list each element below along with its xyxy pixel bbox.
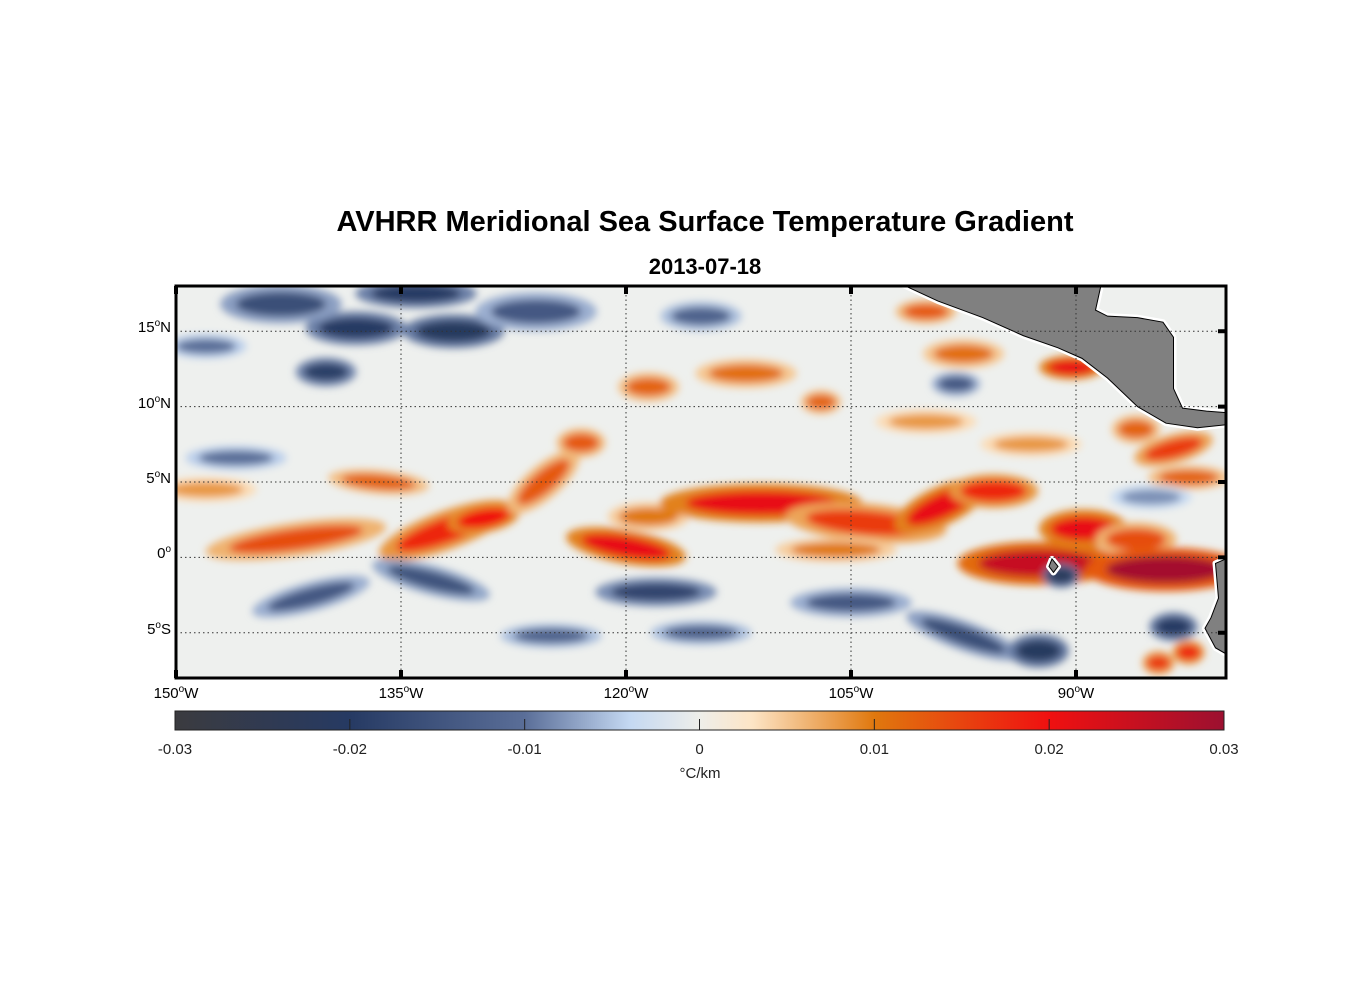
y-tick-label: 0o: [157, 544, 171, 563]
colorbar-label: °C/km: [679, 765, 721, 782]
colorbar-tick-label: 0.03: [1209, 741, 1239, 758]
gradient-feature: [267, 582, 355, 612]
gradient-feature: [626, 377, 671, 397]
gradient-feature: [1106, 528, 1166, 550]
gradient-feature: [671, 307, 731, 326]
gradient-feature: [903, 304, 949, 320]
colorbar-tick-label: 0: [695, 741, 704, 758]
gradient-feature: [1121, 489, 1181, 505]
gradient-feature: [1158, 469, 1219, 486]
gradient-feature: [517, 459, 570, 505]
gradient-feature: [611, 583, 701, 602]
colorbar-tick-label: -0.02: [332, 741, 367, 758]
chart-subtitle: 2013-07-18: [648, 254, 762, 279]
gradient-feature: [1155, 617, 1192, 636]
gradient-feature: [563, 433, 599, 452]
gradient-feature: [663, 625, 739, 641]
gradient-feature: [513, 628, 589, 644]
gradient-feature: [708, 364, 784, 383]
gradient-feature: [371, 286, 461, 303]
gradient-feature: [1118, 420, 1154, 439]
gradient-feature: [198, 450, 274, 466]
colorbar-tick-label: 0.02: [1034, 741, 1064, 758]
gradient-feature: [303, 362, 349, 381]
gradient-feature: [938, 376, 974, 392]
x-tick-label: 120oW: [603, 684, 649, 702]
gradient-feature: [921, 618, 1006, 654]
gradient-feature: [456, 508, 511, 529]
land-polygon: [1204, 558, 1226, 655]
chart-title: AVHRR Meridional Sea Surface Temperature…: [336, 206, 1074, 238]
gradient-feature: [387, 565, 475, 595]
gradient-feature: [176, 338, 236, 354]
x-tick-label: 105oW: [828, 684, 874, 702]
land-polygon: [904, 286, 1226, 429]
y-tick-label: 5oS: [147, 619, 171, 638]
y-tick-label: 10oN: [137, 393, 171, 412]
gradient-feature: [806, 593, 896, 612]
gradient-feature: [618, 507, 679, 526]
gradient-feature: [806, 509, 926, 536]
gradient-feature: [1016, 640, 1061, 662]
colorbar-tick-label: -0.01: [507, 741, 542, 758]
colorbar-tick-label: -0.03: [157, 741, 193, 758]
x-tick-label: 135oW: [378, 684, 424, 702]
gradient-feature: [176, 482, 244, 498]
gradient-feature: [1146, 655, 1171, 671]
gradient-feature: [1047, 359, 1096, 375]
y-tick-label: 15oN: [137, 318, 171, 337]
gradient-feature: [888, 414, 964, 430]
gradient-feature: [318, 317, 394, 339]
land-mask: [898, 286, 1226, 657]
gradient-feature: [416, 320, 491, 342]
gradient-feature: [993, 436, 1069, 452]
gradient-field: [176, 286, 1226, 675]
gradient-feature: [791, 542, 881, 558]
gradient-feature: [229, 525, 363, 554]
gradient-feature: [1106, 555, 1226, 584]
gradient-feature: [933, 344, 994, 363]
gradient-feature: [491, 299, 581, 324]
colorbar-tick-label: 0.01: [859, 741, 889, 758]
gradient-feature: [978, 549, 1099, 577]
axis-ticks: [174, 286, 1226, 678]
gradient-feature: [236, 292, 326, 317]
x-tick-label: 90oW: [1057, 684, 1095, 702]
gradient-feature: [1144, 437, 1203, 461]
y-tick-label: 5oN: [146, 469, 171, 487]
x-tick-label: 150oW: [153, 684, 199, 702]
gradient-feature: [1176, 644, 1201, 660]
colorbar-ticks: [349, 719, 1050, 730]
gradient-feature: [806, 394, 836, 410]
land-polygon: [1048, 557, 1059, 574]
gradient-feature: [581, 533, 671, 560]
gradient-feature: [960, 480, 1027, 502]
